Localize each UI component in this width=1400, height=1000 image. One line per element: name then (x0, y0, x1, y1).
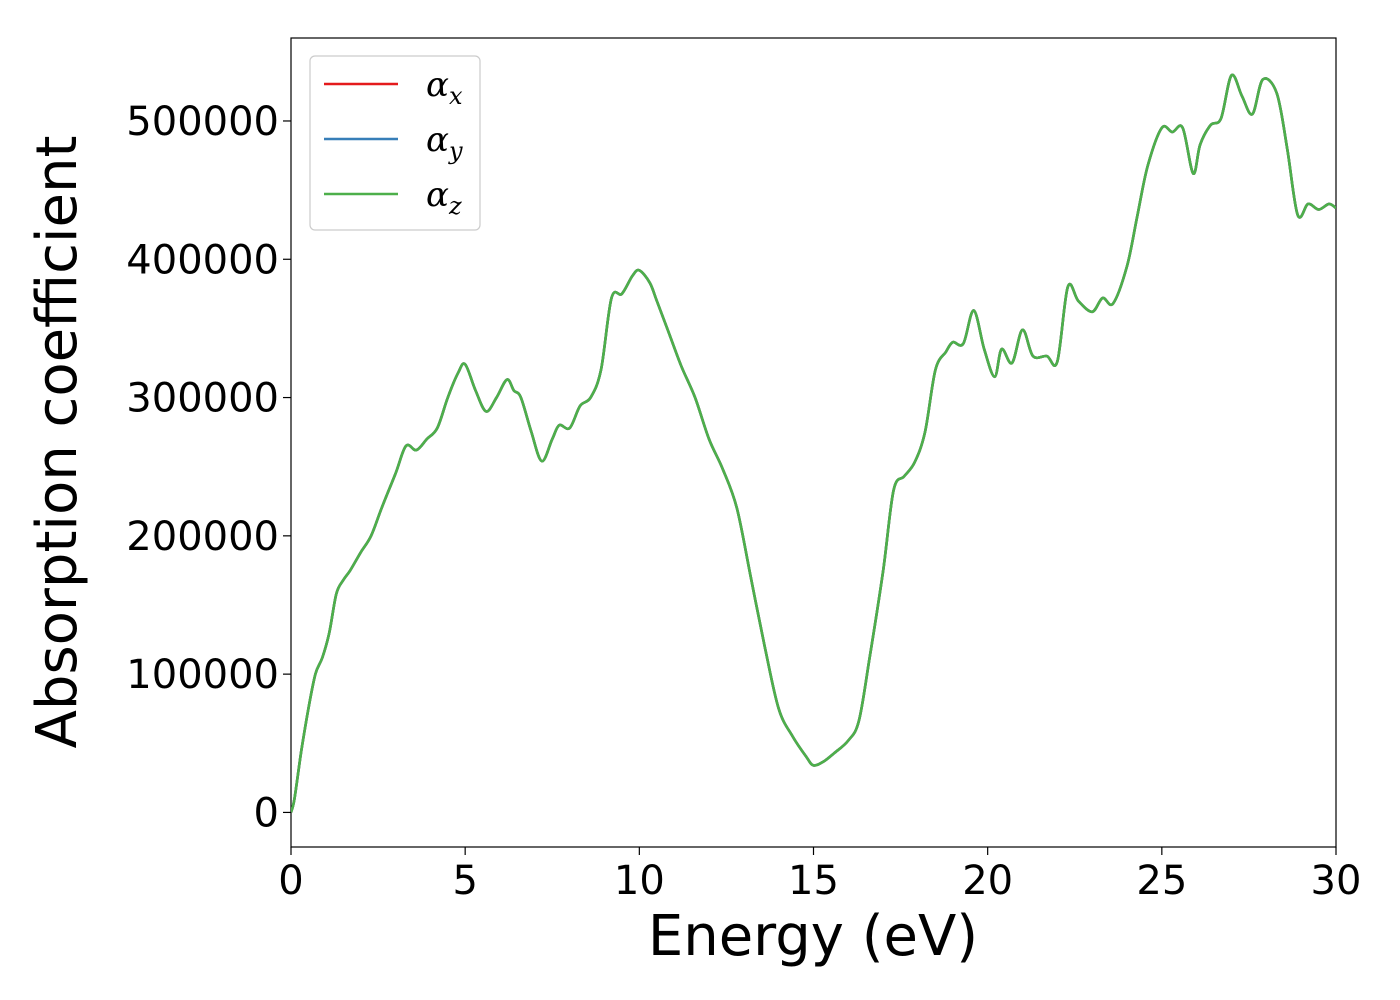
x-tick-label: 30 (1311, 858, 1362, 904)
x-axis-title: Energy (eV) (648, 904, 978, 969)
y-tick-label: 500000 (126, 99, 279, 145)
y-tick-label: 0 (254, 790, 279, 836)
legend-label-alpha-y: αy (426, 120, 463, 165)
legend-box (309, 55, 481, 231)
series-lines (291, 73, 1336, 813)
legend-label-subscript: y (448, 137, 463, 165)
legend-label-subscript: z (448, 192, 462, 220)
x-tick-label: 20 (962, 858, 1013, 904)
legend-label-subscript: x (449, 82, 463, 110)
x-tick-label: 25 (1136, 858, 1187, 904)
y-tick-label: 200000 (126, 514, 279, 560)
legend-label-symbol: α (426, 65, 449, 105)
y-tick-label: 400000 (126, 237, 279, 283)
legend-label-alpha-z: αz (426, 175, 462, 220)
x-tick-label: 15 (788, 858, 839, 904)
x-axis: 0 5 10 15 20 25 30 (278, 847, 1361, 904)
x-tick-label: 5 (452, 858, 477, 904)
series-line-alpha-z (291, 73, 1336, 813)
legend-label-symbol: α (426, 175, 449, 215)
y-tick-label: 100000 (126, 652, 279, 698)
y-axis: 0 100000 200000 300000 400000 500000 (126, 99, 291, 836)
x-tick-label: 10 (614, 858, 665, 904)
legend-label-alpha-x: αx (426, 65, 463, 110)
x-tick-label: 0 (278, 858, 303, 904)
y-axis-title: Absorption coefficient (25, 136, 90, 749)
y-tick-label: 300000 (126, 376, 279, 422)
legend-label-symbol: α (426, 120, 449, 160)
